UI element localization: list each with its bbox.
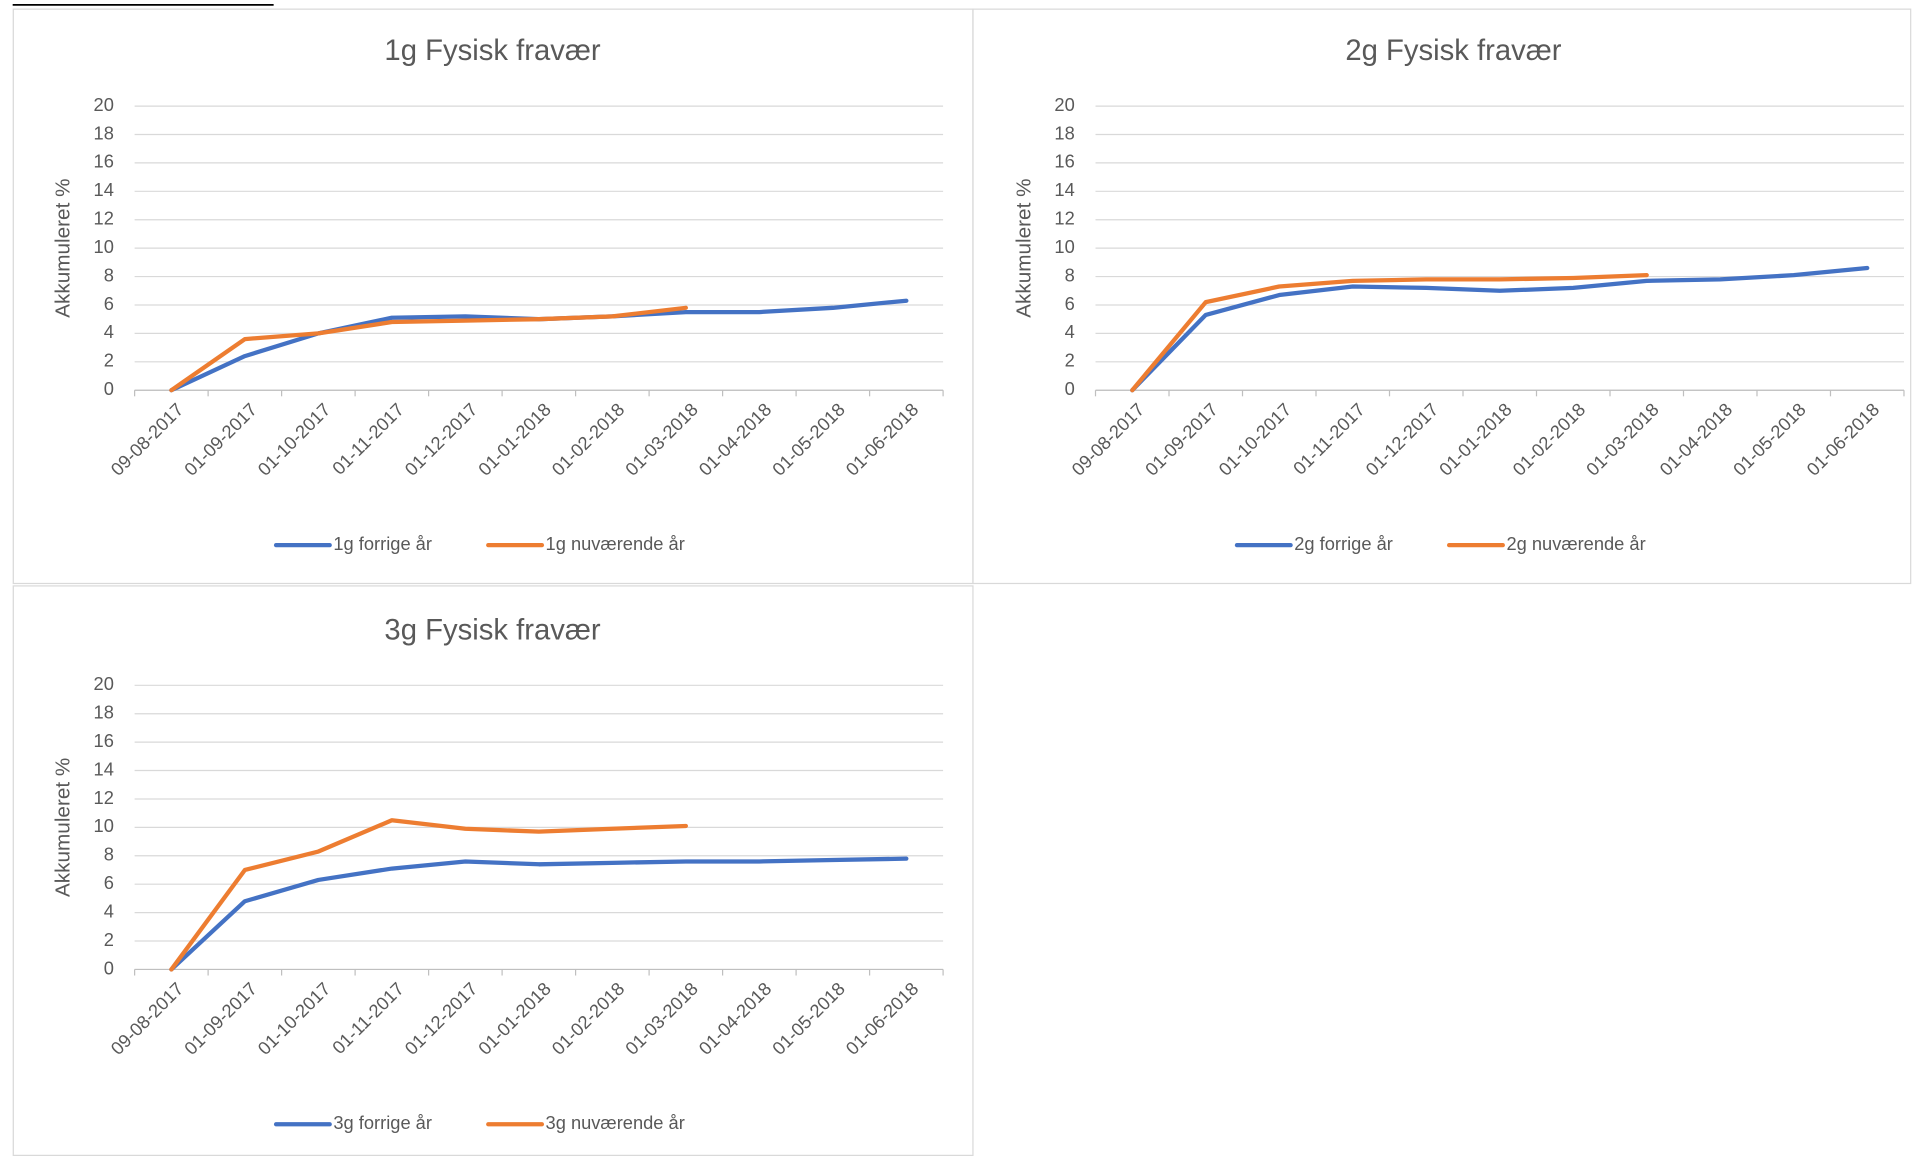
x-tick-label: 01-02-2018 xyxy=(1508,399,1589,480)
x-tick-label: 01-05-2018 xyxy=(1729,399,1810,480)
x-tick-label: 01-03-2018 xyxy=(621,399,702,480)
x-tick-label: 01-01-2018 xyxy=(474,978,555,1059)
y-tick-label: 8 xyxy=(1065,264,1075,285)
y-tick-label: 14 xyxy=(94,758,114,779)
y-tick-label: 6 xyxy=(104,293,114,314)
y-tick-label: 6 xyxy=(1065,293,1075,314)
series-line xyxy=(169,818,688,972)
panel-border xyxy=(12,8,974,585)
x-tick-label: 01-12-2017 xyxy=(1361,399,1442,480)
x-tick-label: 01-06-2018 xyxy=(1802,399,1883,480)
y-tick-label: 12 xyxy=(1054,208,1074,229)
x-tick-label: 01-11-2017 xyxy=(1289,399,1369,479)
chart: 2g Fysisk fravær Akkumuleret % 0 2 4 6 8 10 12 14… xyxy=(1012,35,1905,554)
y-tick-label: 0 xyxy=(1065,378,1075,399)
x-tick-label: 01-11-2017 xyxy=(328,399,408,479)
x-tick-label: 01-06-2018 xyxy=(841,399,922,480)
y-tick-label: 16 xyxy=(1054,151,1074,172)
x-tick-label: 09-08-2017 xyxy=(1067,399,1148,480)
y-tick-label: 6 xyxy=(104,872,114,893)
x-tick-label: 01-10-2017 xyxy=(253,978,334,1059)
series-line xyxy=(1130,273,1649,393)
y-tick-label: 12 xyxy=(94,208,114,229)
y-tick-label: 18 xyxy=(1054,122,1074,143)
y-tick-label: 20 xyxy=(94,673,114,694)
y-tick-label: 18 xyxy=(94,702,114,723)
y-tick-label: 10 xyxy=(94,236,114,257)
chart: 1g Fysisk fravær Akkumuleret % 0 2 4 6 8 10 12 14… xyxy=(51,35,944,554)
x-tick-label: 01-04-2018 xyxy=(694,978,775,1059)
x-tick-label: 01-03-2018 xyxy=(1582,399,1663,480)
y-tick-label: 0 xyxy=(104,957,114,978)
legend-label: 2g forrige år xyxy=(1294,533,1393,554)
x-tick-label: 09-08-2017 xyxy=(106,399,187,480)
chart-title: 2g Fysisk fravær xyxy=(1345,35,1561,67)
x-tick-label: 01-03-2018 xyxy=(621,978,702,1059)
series-line xyxy=(169,305,688,393)
x-tick-label: 01-05-2018 xyxy=(768,978,849,1059)
series-line xyxy=(1130,265,1870,393)
x-tick-label: 01-01-2018 xyxy=(1435,399,1516,480)
y-tick-label: 4 xyxy=(104,900,114,921)
y-tick-label: 14 xyxy=(94,179,114,200)
y-axis-label: Akkumuleret % xyxy=(51,758,74,897)
x-tick-label: 09-08-2017 xyxy=(106,978,187,1059)
y-tick-label: 18 xyxy=(94,122,114,143)
y-tick-label: 8 xyxy=(104,264,114,285)
series-line xyxy=(169,856,909,972)
chart-title: 3g Fysisk fravær xyxy=(384,614,600,646)
y-tick-label: 2 xyxy=(104,929,114,950)
x-tick-label: 01-02-2018 xyxy=(547,978,628,1059)
panel-border xyxy=(972,8,1912,585)
series-line xyxy=(169,298,909,393)
legend-label: 1g forrige år xyxy=(333,533,432,554)
x-tick-label: 01-09-2017 xyxy=(180,978,261,1059)
x-tick-label: 01-02-2018 xyxy=(547,399,628,480)
y-axis-label: Akkumuleret % xyxy=(51,178,74,317)
legend-label: 3g nuværende år xyxy=(546,1112,685,1133)
x-tick-label: 01-01-2018 xyxy=(474,399,555,480)
y-axis-label: Akkumuleret % xyxy=(1012,178,1035,317)
y-tick-label: 0 xyxy=(104,378,114,399)
x-tick-label: 01-10-2017 xyxy=(1214,399,1295,480)
x-tick-label: 01-10-2017 xyxy=(253,399,334,480)
x-tick-label: 01-09-2017 xyxy=(180,399,261,480)
x-tick-label: 01-05-2018 xyxy=(768,399,849,480)
x-tick-label: 01-11-2017 xyxy=(328,978,408,1058)
y-tick-label: 4 xyxy=(104,321,114,342)
x-tick-label: 01-06-2018 xyxy=(841,978,922,1059)
y-tick-label: 14 xyxy=(1054,179,1074,200)
x-tick-label: 01-09-2017 xyxy=(1141,399,1222,480)
y-tick-label: 4 xyxy=(1065,321,1075,342)
legend-label: 2g nuværende år xyxy=(1506,533,1645,554)
y-tick-label: 2 xyxy=(1065,350,1075,371)
legend-label: 1g nuværende år xyxy=(546,533,685,554)
x-tick-label: 01-04-2018 xyxy=(694,399,775,480)
y-tick-label: 2 xyxy=(104,350,114,371)
y-tick-label: 20 xyxy=(94,94,114,115)
x-tick-label: 01-12-2017 xyxy=(400,399,481,480)
legend-label: 3g forrige år xyxy=(333,1112,432,1133)
x-tick-label: 01-04-2018 xyxy=(1655,399,1736,480)
x-tick-label: 01-12-2017 xyxy=(400,978,481,1059)
y-tick-label: 20 xyxy=(1054,94,1074,115)
chart: 3g Fysisk fravær Akkumuleret % 0 2 4 6 8 10 12 14… xyxy=(51,614,944,1133)
y-tick-label: 16 xyxy=(94,151,114,172)
y-tick-label: 10 xyxy=(1054,236,1074,257)
y-tick-label: 16 xyxy=(94,730,114,751)
panel-border xyxy=(12,585,974,1156)
y-tick-label: 12 xyxy=(94,787,114,808)
chart-title: 1g Fysisk fravær xyxy=(384,35,600,67)
y-tick-label: 8 xyxy=(104,844,114,865)
y-tick-label: 10 xyxy=(94,815,114,836)
